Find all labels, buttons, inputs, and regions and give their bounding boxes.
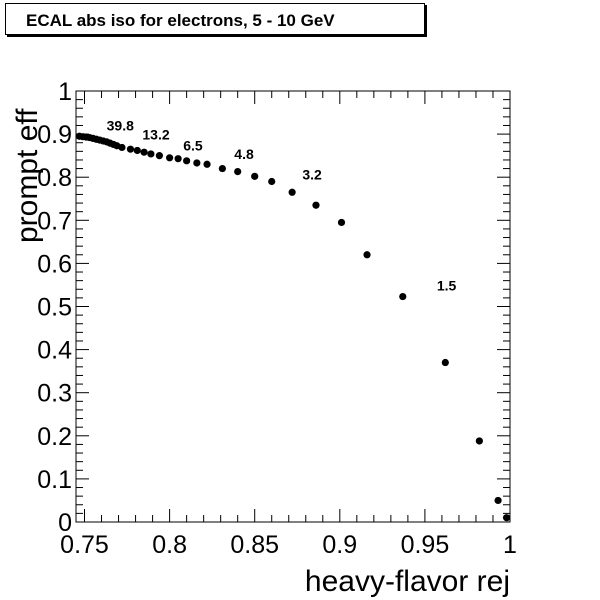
data-point: [268, 177, 276, 186]
data-point: [147, 150, 155, 158]
y-tick-label: 0.7: [37, 207, 72, 235]
point-annotation: 1.5: [437, 278, 457, 294]
data-point: [126, 145, 135, 153]
x-axis-title: heavy-flavor rej: [305, 565, 510, 598]
data-point: [234, 167, 242, 176]
x-tick-label: 0.85: [230, 531, 279, 559]
data-point: [337, 218, 346, 227]
y-tick-label: 0.1: [37, 466, 72, 494]
data-point: [166, 154, 174, 162]
data-point: [288, 188, 296, 196]
data-point: [140, 148, 148, 156]
data-point: [475, 437, 483, 445]
data-point: [183, 157, 191, 165]
y-axis-title: prompt eff: [11, 108, 44, 243]
data-point: [203, 160, 211, 168]
y-tick-label: 0.8: [37, 164, 72, 192]
data-point: [251, 172, 259, 180]
x-tick-label: 0.75: [60, 531, 109, 559]
y-tick-label: 0: [58, 509, 72, 537]
data-point: [363, 251, 371, 259]
data-point: [218, 164, 226, 173]
data-point: [502, 514, 511, 522]
point-annotation: 4.8: [234, 146, 254, 162]
x-tick-label: 0.8: [152, 531, 187, 559]
chart-title-box: ECAL abs iso for electrons, 5 - 10 GeV: [5, 3, 425, 35]
chart-title: ECAL abs iso for electrons, 5 - 10 GeV: [26, 11, 335, 30]
point-annotation: 39.8: [107, 118, 134, 134]
y-tick-label: 0.9: [37, 121, 72, 149]
data-point: [312, 201, 320, 209]
y-tick-label: 0.5: [37, 294, 72, 322]
y-tick-label: 0.3: [37, 380, 72, 408]
data-point: [155, 152, 163, 160]
x-tick-label: 0.9: [322, 531, 357, 559]
x-tick-label: 1: [503, 531, 517, 559]
x-tick-label: 0.95: [401, 531, 450, 559]
point-annotation: 6.5: [183, 137, 203, 153]
data-point: [494, 496, 502, 505]
data-point: [174, 155, 182, 163]
point-annotation: 13.2: [142, 126, 169, 142]
point-annotation: 3.2: [302, 166, 322, 182]
data-point: [399, 292, 407, 301]
data-point: [193, 159, 201, 167]
y-tick-label: 1: [58, 78, 72, 106]
y-tick-label: 0.6: [37, 250, 72, 278]
plot-frame: [75, 90, 511, 523]
y-tick-label: 0.4: [37, 337, 72, 365]
data-point: [441, 358, 449, 367]
data-point: [118, 143, 126, 152]
y-tick-label: 0.2: [37, 423, 72, 451]
data-point: [133, 146, 141, 155]
